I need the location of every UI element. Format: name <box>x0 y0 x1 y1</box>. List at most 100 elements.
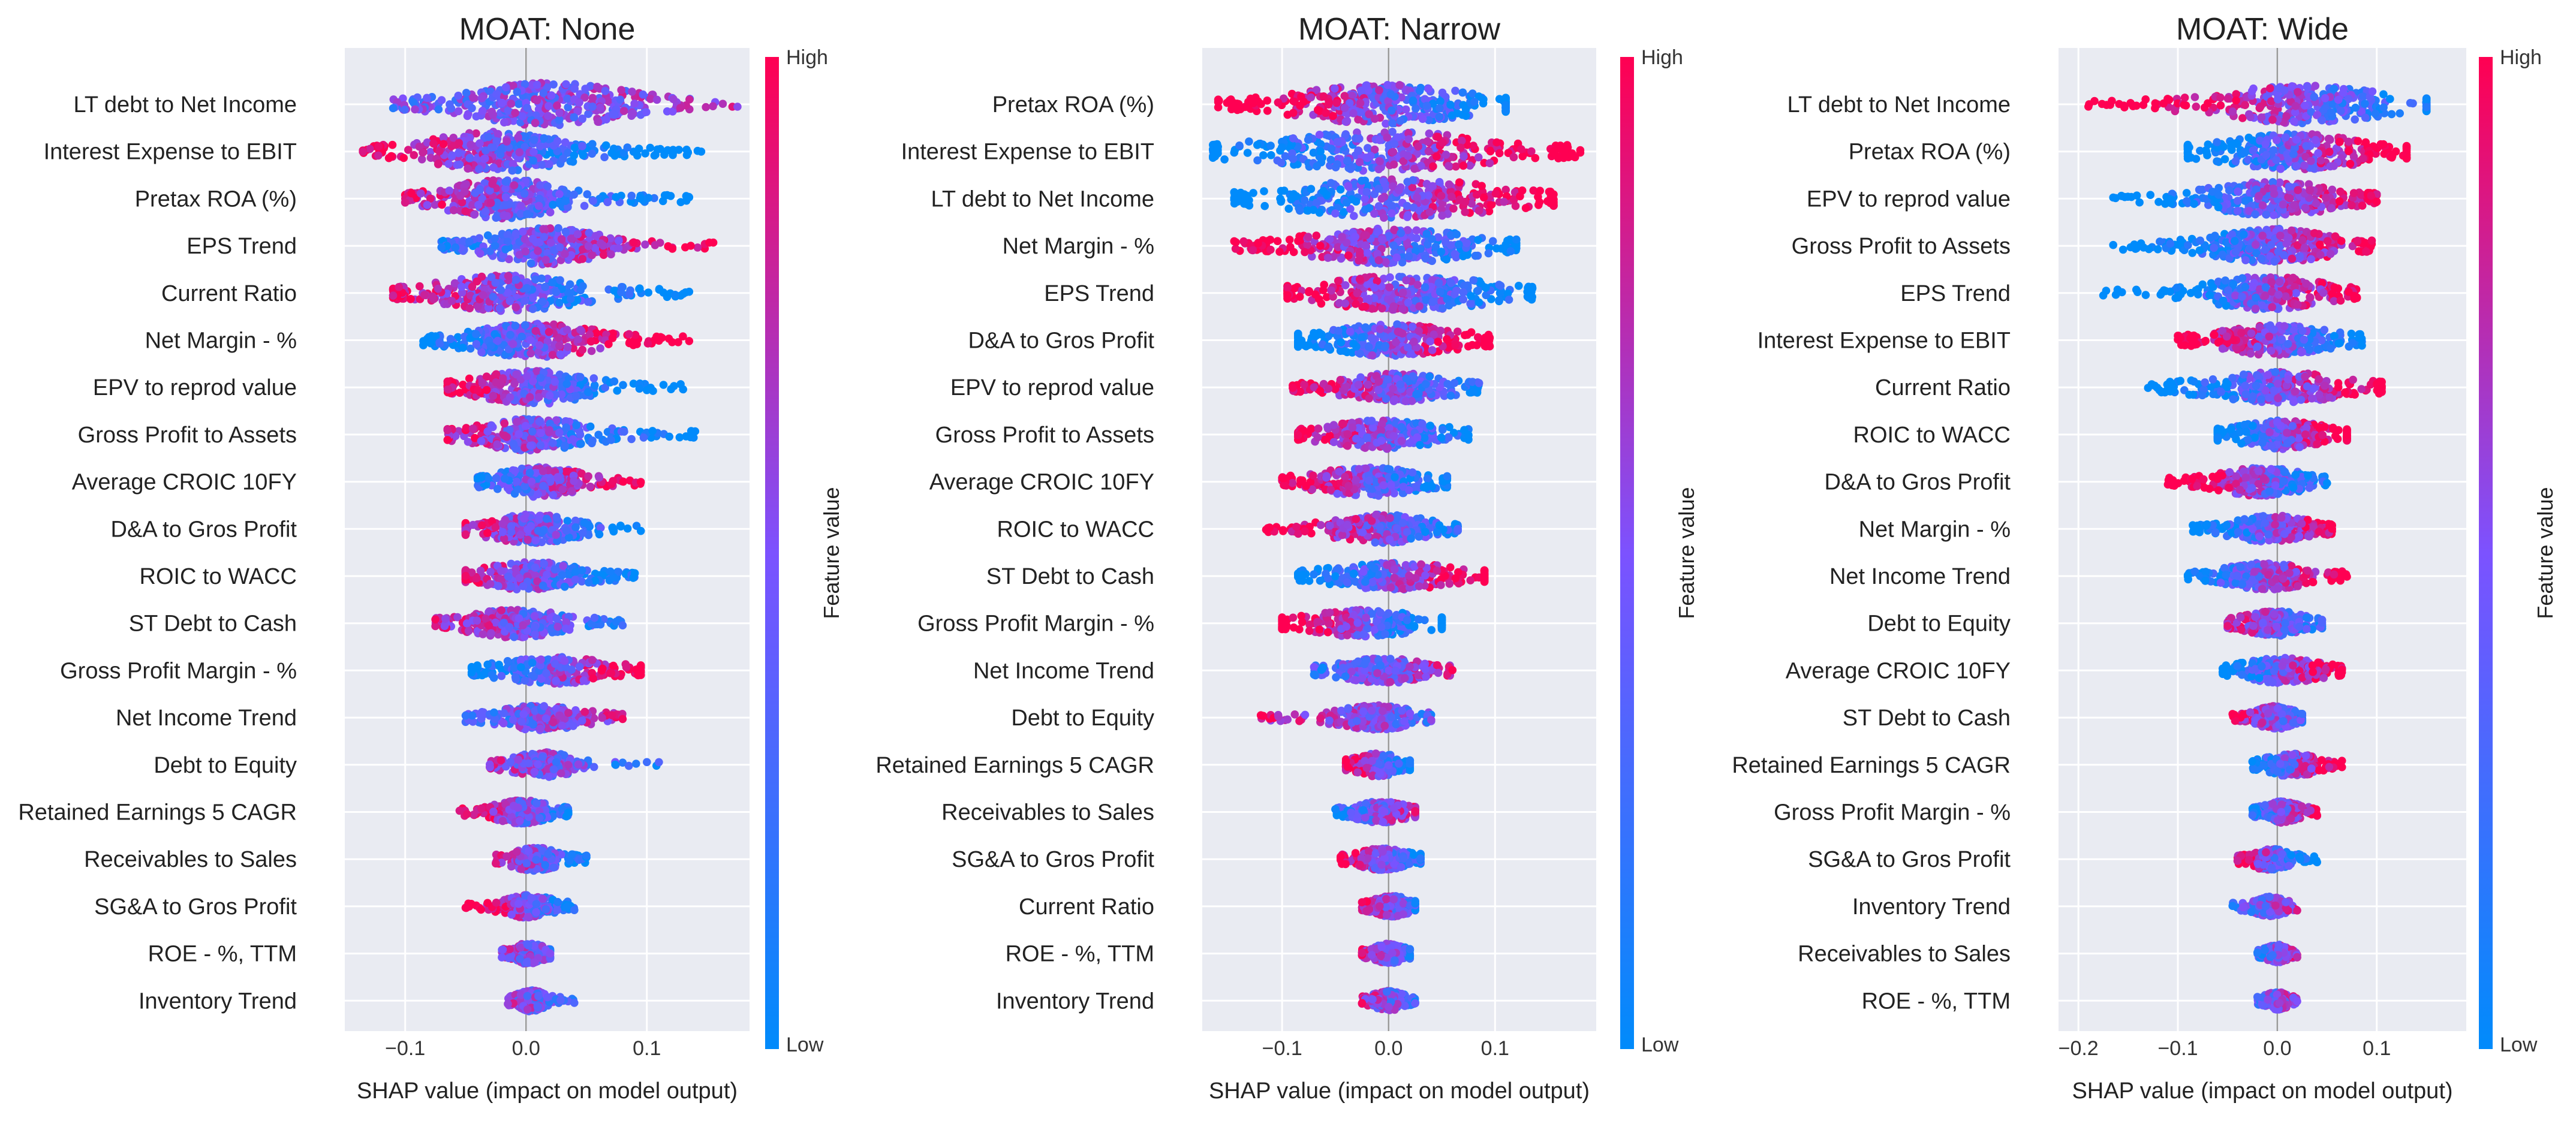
feature-label: Debt to Equity <box>154 753 297 778</box>
shap-point <box>492 474 501 483</box>
shap-point <box>583 190 592 198</box>
shap-point <box>583 297 592 306</box>
shap-point <box>455 160 464 169</box>
shap-point <box>524 759 533 768</box>
shap-point <box>571 706 580 715</box>
feature-label: Current Ratio <box>161 281 297 306</box>
shap-point <box>641 240 649 249</box>
shap-point <box>676 198 685 207</box>
shap-point <box>627 191 636 200</box>
shap-point <box>531 119 540 127</box>
shap-point <box>546 208 555 217</box>
shap-point <box>600 153 609 161</box>
shap-point <box>491 279 499 287</box>
feature-label: Interest Expense to EBIT <box>44 140 297 165</box>
shap-point <box>520 80 529 89</box>
shap-point <box>580 707 589 716</box>
feature-label: D&A to Gros Profit <box>111 517 297 542</box>
shap-point <box>443 436 452 444</box>
shap-point <box>559 155 567 163</box>
shap-point <box>549 718 558 727</box>
shap-point <box>546 238 555 247</box>
shap-point <box>469 520 477 529</box>
shap-point <box>490 708 498 717</box>
shap-point <box>399 153 408 162</box>
shap-point <box>455 806 464 815</box>
shap-point <box>630 569 639 577</box>
shap-point <box>489 673 498 682</box>
shap-point <box>517 332 526 341</box>
shap-point <box>538 752 547 761</box>
shap-point <box>490 241 499 250</box>
shap-point <box>685 337 694 345</box>
shap-point <box>407 189 416 198</box>
shap-point <box>535 393 543 402</box>
shap-point <box>499 719 508 728</box>
shap-point <box>596 239 605 248</box>
shap-point <box>596 103 604 112</box>
shap-point <box>571 391 580 400</box>
shap-point <box>513 88 522 97</box>
shap-point <box>483 529 492 537</box>
shap-point <box>561 227 570 236</box>
shap-point <box>571 575 579 584</box>
shap-point <box>570 477 578 486</box>
feature-label: Net Margin - % <box>145 329 297 354</box>
shap-point <box>567 487 576 495</box>
shap-point <box>538 161 547 169</box>
shap-point <box>513 417 522 426</box>
shap-point <box>540 233 549 242</box>
shap-point <box>401 106 409 114</box>
shap-point <box>531 564 540 572</box>
shap-point <box>512 477 521 486</box>
shap-point <box>556 769 565 778</box>
shap-point <box>627 435 636 444</box>
shap-point <box>552 676 560 685</box>
shap-point <box>472 340 481 348</box>
shap-point <box>496 285 505 294</box>
shap-point <box>553 473 562 481</box>
shap-point <box>593 83 601 91</box>
shap-point <box>526 434 535 443</box>
shap-point <box>564 761 573 769</box>
shap-point <box>515 574 524 583</box>
shap-point <box>609 477 617 486</box>
shap-point <box>416 282 424 291</box>
shap-point <box>465 304 474 313</box>
shap-point <box>467 140 475 149</box>
shap-point <box>443 377 452 386</box>
shap-point <box>548 278 556 287</box>
shap-point <box>389 291 398 300</box>
shap-point <box>636 526 645 535</box>
shap-point <box>410 150 419 159</box>
shap-point <box>531 536 540 545</box>
shap-point <box>578 345 587 354</box>
shap-point <box>558 485 567 494</box>
shap-point <box>501 245 510 254</box>
shap-point <box>702 103 710 112</box>
shap-point <box>488 179 496 188</box>
shap-point <box>594 430 603 439</box>
shap-point <box>482 614 490 623</box>
shap-point <box>615 236 623 245</box>
shap-point <box>473 574 481 583</box>
shap-point <box>495 304 504 313</box>
shap-point <box>535 516 543 524</box>
shap-point <box>506 330 514 339</box>
shap-point <box>502 212 511 221</box>
shap-point <box>467 668 476 677</box>
shap-point <box>423 201 432 209</box>
shap-point <box>489 110 497 119</box>
shap-point <box>691 427 700 436</box>
shap-point <box>552 614 561 623</box>
shap-point <box>502 177 510 186</box>
shap-point <box>512 275 520 284</box>
shap-point <box>644 288 652 297</box>
shap-point <box>556 243 564 252</box>
shap-point <box>489 293 498 301</box>
shap-point <box>554 224 562 233</box>
shap-point <box>506 758 514 766</box>
shap-point <box>598 664 607 673</box>
shap-point <box>534 105 543 114</box>
shap-point <box>585 330 594 339</box>
